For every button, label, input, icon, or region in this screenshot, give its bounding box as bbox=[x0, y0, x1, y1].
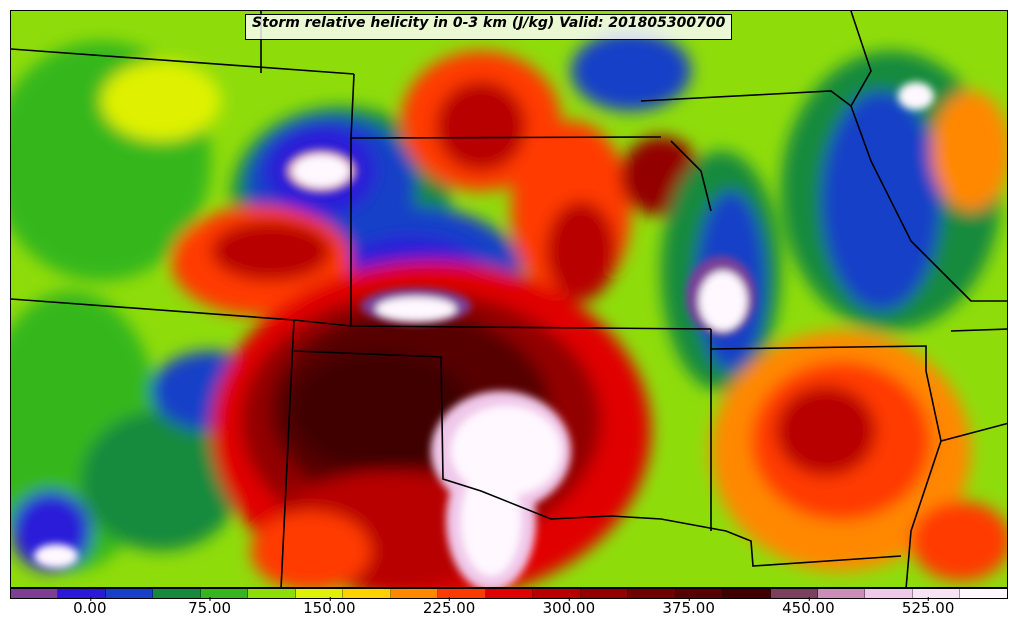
colorbar-segment bbox=[485, 589, 534, 598]
colorbar-tick-label: 525.00 bbox=[901, 597, 955, 617]
colorbar-segment bbox=[580, 589, 629, 598]
colorbar-segment bbox=[533, 589, 581, 598]
colorbar-segment bbox=[438, 589, 486, 598]
colorbar-segment bbox=[628, 589, 676, 598]
colorbar-segment bbox=[58, 589, 106, 598]
map-title: Storm relative helicity in 0-3 km (J/kg)… bbox=[245, 14, 733, 40]
state-borders bbox=[11, 11, 1007, 587]
colorbar-tick-label: 375.00 bbox=[662, 597, 715, 617]
colorbar-segment bbox=[865, 589, 913, 598]
colorbar-segment bbox=[153, 589, 201, 598]
colorbar-segment bbox=[960, 589, 1007, 598]
colorbar bbox=[10, 588, 1008, 599]
colorbar-tick-label: 450.00 bbox=[782, 597, 835, 617]
colorbar-segment bbox=[11, 589, 59, 598]
colorbar-tick-label: 225.00 bbox=[422, 597, 476, 617]
colorbar-tick-label: 300.00 bbox=[542, 597, 596, 617]
colorbar-segment bbox=[770, 589, 818, 598]
colorbar-segment bbox=[817, 589, 866, 598]
colorbar-segment bbox=[723, 589, 771, 598]
colorbar-tick-label: 150.00 bbox=[303, 597, 356, 617]
colorbar-segment bbox=[105, 589, 154, 598]
colorbar-segment bbox=[390, 589, 439, 598]
colorbar-segment bbox=[295, 589, 344, 598]
helicity-map bbox=[10, 10, 1008, 588]
colorbar-segment bbox=[675, 589, 724, 598]
helicity-field bbox=[11, 11, 1007, 587]
colorbar-segment bbox=[200, 589, 249, 598]
colorbar-tick-label: 0.00 bbox=[73, 597, 107, 617]
colorbar-ticks: 0.00 75.00 150.00 225.00 300.00 375.00 450.00 5… bbox=[10, 597, 1008, 629]
colorbar-tick-label: 75.00 bbox=[188, 597, 232, 617]
colorbar-segment bbox=[248, 589, 296, 598]
colorbar-segment bbox=[343, 589, 391, 598]
colorbar-segment bbox=[912, 589, 961, 598]
